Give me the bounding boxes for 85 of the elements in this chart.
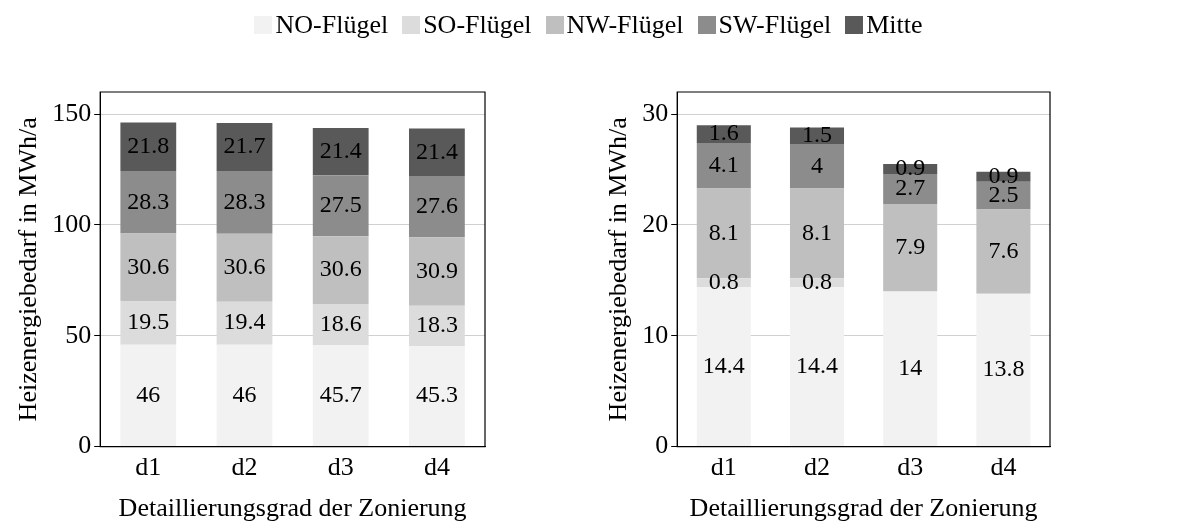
x-tick-label: d4 (990, 452, 1017, 482)
legend-label: NW-Flügel (566, 10, 684, 40)
data-label: 27.5 (319, 191, 362, 218)
data-label: 8.1 (802, 218, 832, 245)
bar (120, 233, 177, 302)
x-tick-label: d2 (804, 452, 830, 482)
bar (312, 345, 369, 447)
x-tick-label: d3 (327, 452, 354, 482)
bar (883, 174, 938, 204)
x-tick-label: d3 (897, 452, 924, 482)
data-label: 45.3 (415, 381, 458, 408)
data-label: 7.9 (895, 232, 926, 259)
legend-label: SW-Flügel (718, 10, 832, 40)
bar (216, 233, 273, 302)
data-label: 0.8 (708, 267, 739, 294)
data-label: 8.1 (708, 218, 739, 245)
data-label: 46 (136, 380, 161, 407)
y-tick-label: 10 (642, 319, 669, 349)
x-tick-label: d1 (135, 452, 162, 482)
bar (696, 287, 751, 447)
data-label: 30.6 (127, 252, 170, 279)
data-label: 19.4 (223, 308, 266, 335)
y-tick-label: 20 (642, 208, 669, 238)
y-axis-title: Heizenergiebedarf in MWh/a (13, 116, 43, 422)
data-label: 1.5 (802, 121, 832, 148)
data-label: 30.9 (415, 256, 458, 283)
y-tick-label: 100 (52, 208, 92, 238)
data-label: 30.6 (223, 253, 266, 280)
bar (312, 236, 369, 305)
data-label: 14.4 (702, 351, 745, 378)
data-label: 0.8 (802, 267, 832, 294)
bar (120, 122, 177, 171)
bar (789, 287, 845, 447)
data-label: 18.3 (415, 311, 458, 338)
data-label: 45.7 (319, 381, 362, 408)
x-tick-label: d2 (231, 452, 258, 482)
data-label: 30.6 (319, 255, 362, 282)
data-label: 21.4 (319, 136, 362, 163)
data-label: 21.7 (223, 132, 266, 159)
bar (120, 344, 177, 447)
data-label: 13.8 (982, 355, 1025, 382)
data-label: 14 (898, 354, 923, 381)
bar (216, 344, 273, 447)
data-label: 28.3 (223, 187, 266, 214)
data-label: 21.4 (415, 137, 458, 164)
data-label: 7.6 (988, 236, 1019, 263)
bar (216, 171, 273, 234)
y-tick-label: 30 (642, 97, 669, 127)
y-axis-title: Heizenergiebedarf in MWh/a (603, 116, 633, 422)
data-label: 1.6 (708, 119, 739, 146)
bar (883, 291, 938, 447)
bar (409, 128, 465, 176)
bar (976, 293, 1031, 447)
data-label: 2.7 (895, 174, 926, 201)
data-label: 28.3 (127, 187, 170, 214)
y-tick-label: 0 (655, 430, 669, 460)
data-label: 27.6 (415, 191, 458, 218)
data-label: 14.4 (796, 351, 838, 378)
data-label: 4.1 (708, 150, 739, 177)
legend-label: SO-Flügel (423, 10, 532, 40)
x-tick-label: d1 (710, 452, 737, 482)
y-tick-label: 0 (78, 430, 92, 460)
bar (216, 123, 273, 172)
bar (409, 346, 465, 447)
bar (696, 142, 751, 189)
bar (409, 237, 465, 306)
bar (976, 209, 1031, 294)
bar (312, 127, 369, 176)
legend-label: NO-Flügel (275, 10, 389, 40)
data-label: 21.8 (127, 132, 170, 159)
y-tick-label: 50 (65, 319, 92, 349)
bar (883, 203, 938, 292)
data-label: 19.5 (127, 308, 170, 335)
y-tick-label: 150 (52, 97, 92, 127)
bar (120, 170, 177, 234)
data-label: 46 (232, 380, 257, 407)
x-axis-title: Detaillierungsgrad der Zonierung (118, 493, 467, 523)
data-label: 4 (811, 151, 823, 178)
bar (312, 175, 369, 237)
x-tick-label: d4 (423, 452, 450, 482)
data-label: 18.6 (319, 310, 362, 336)
bar (409, 176, 465, 238)
legend-label: Mitte (866, 10, 923, 40)
bar (789, 144, 845, 189)
x-axis-title: Detaillierungsgrad der Zonierung (689, 493, 1038, 523)
